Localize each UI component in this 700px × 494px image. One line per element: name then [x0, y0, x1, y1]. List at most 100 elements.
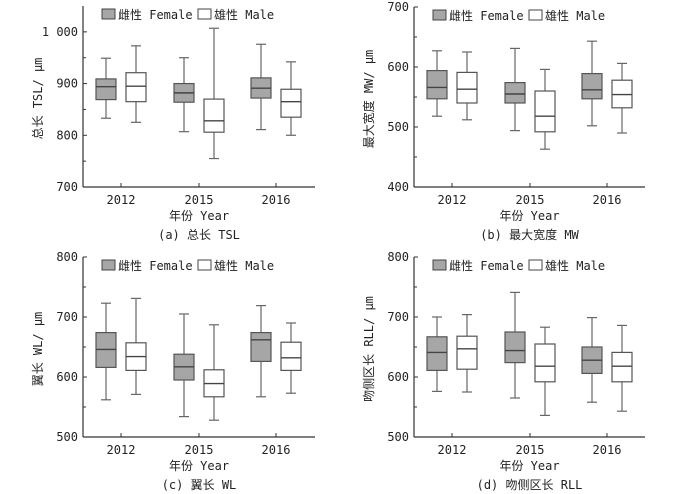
box-female: [95, 57, 117, 119]
x-tick-label: 2016: [593, 443, 622, 457]
box-male: [125, 297, 147, 395]
box-iqr: [534, 90, 556, 133]
legend-label-female: 雌性 Female: [118, 258, 193, 273]
box-iqr: [280, 341, 302, 372]
x-tick-label: 2012: [107, 193, 136, 207]
y-axis-label: 吻侧区长 RLL/ μm: [362, 296, 376, 402]
x-axis-label: 年份 Year: [169, 459, 229, 473]
x-tick-label: 2016: [262, 443, 291, 457]
box-male: [203, 324, 225, 421]
box-iqr: [581, 72, 603, 100]
y-tick-label: 800: [56, 250, 78, 264]
figure-caption: (a) 总长 TSL: [158, 228, 240, 242]
box-iqr: [504, 331, 526, 364]
box-female: [426, 50, 448, 117]
box-male: [280, 322, 302, 394]
y-axis-label: 总长 TSL/ μm: [31, 58, 45, 140]
legend-swatch-male: [197, 259, 212, 271]
x-tick-label: 2012: [438, 193, 467, 207]
figure-caption: (c) 翼长 WL: [162, 478, 237, 492]
y-tick-label: 600: [56, 370, 78, 384]
legend-swatch-female: [432, 259, 447, 271]
legend-label-male: 雄性 Male: [214, 7, 274, 22]
x-tick-label: 2015: [516, 193, 545, 207]
box-female: [95, 302, 117, 401]
x-tick-label: 2012: [438, 443, 467, 457]
y-tick-label: 500: [387, 120, 409, 134]
box-male: [456, 314, 478, 393]
legend-swatch-male: [528, 259, 543, 271]
legend-swatch-male: [197, 8, 212, 20]
box-iqr: [426, 69, 448, 100]
box-female: [581, 317, 603, 403]
x-tick-label: 2015: [516, 443, 545, 457]
box-male: [456, 51, 478, 121]
y-tick-label: 700: [56, 180, 78, 194]
box-iqr: [504, 81, 526, 104]
box-iqr: [95, 78, 117, 101]
y-tick-label: 700: [56, 310, 78, 324]
chart-panel-0: 700 800 900 1 000 2012 2015 2016 雌性 Female 雄性 Ma…: [31, 6, 315, 242]
legend-swatch-male: [528, 9, 543, 21]
x-tick-label: 2012: [107, 443, 136, 457]
chart-panel-2: 500 600 700 800 2012 2015 2016 雌性 Female 雄性 Male…: [31, 250, 315, 492]
legend-label-female: 雌性 Female: [118, 7, 193, 22]
box-female: [250, 305, 272, 398]
box-iqr: [125, 72, 147, 103]
box-male: [125, 45, 147, 123]
box-female: [504, 291, 526, 399]
x-tick-label: 2015: [185, 193, 214, 207]
legend-label-male: 雄性 Male: [545, 8, 605, 23]
y-tick-label: 800: [387, 250, 409, 264]
y-tick-label: 400: [387, 180, 409, 194]
box-iqr: [426, 336, 448, 371]
x-tick-label: 2016: [262, 193, 291, 207]
x-tick-label: 2016: [593, 193, 622, 207]
box-female: [173, 57, 195, 133]
y-tick-label: 1 000: [42, 25, 78, 39]
box-iqr: [203, 98, 225, 133]
box-male: [534, 68, 556, 150]
box-female: [581, 40, 603, 127]
x-axis-label: 年份 Year: [499, 209, 559, 223]
y-tick-label: 500: [387, 430, 409, 444]
y-axis-label: 最大宽度 MW/ μm: [361, 50, 376, 149]
legend-label-female: 雌性 Female: [449, 258, 524, 273]
box-iqr: [280, 88, 302, 118]
box-male: [534, 326, 556, 416]
figure-caption: (b) 最大宽度 MW: [480, 227, 579, 242]
legend-swatch-female: [432, 9, 447, 21]
x-axis-label: 年份 Year: [169, 209, 229, 223]
y-tick-label: 700: [387, 0, 409, 14]
box-male: [280, 61, 302, 136]
legend-label-female: 雌性 Female: [449, 8, 524, 23]
box-female: [426, 316, 448, 392]
chart-panel-3: 500 600 700 800 2012 2015 2016 雌性 Female 雄性 Male…: [362, 250, 645, 492]
box-iqr: [456, 335, 478, 370]
chart-panel-1: 400 500 600 700 2012 2015 2016 雌性 Female 雄性 Male…: [361, 0, 645, 242]
box-female: [250, 43, 272, 131]
legend-label-male: 雄性 Male: [214, 258, 274, 273]
y-tick-label: 800: [56, 128, 78, 142]
y-tick-label: 900: [56, 77, 78, 91]
box-male: [203, 27, 225, 160]
figure-caption: (d) 吻侧区长 RLL: [477, 478, 583, 492]
y-tick-label: 600: [387, 370, 409, 384]
box-female: [173, 313, 195, 418]
box-iqr: [456, 71, 478, 104]
box-male: [611, 324, 633, 412]
x-tick-label: 2015: [185, 443, 214, 457]
y-axis-label: 翼长 WL/ μm: [31, 312, 45, 387]
box-iqr: [534, 343, 556, 383]
y-tick-label: 500: [56, 430, 78, 444]
box-iqr: [611, 351, 633, 383]
y-tick-label: 700: [387, 310, 409, 324]
box-male: [611, 62, 633, 134]
x-axis-label: 年份 Year: [499, 459, 559, 473]
legend-label-male: 雄性 Male: [545, 258, 605, 273]
legend-swatch-female: [101, 259, 116, 271]
y-tick-label: 600: [387, 60, 409, 74]
legend-swatch-female: [101, 8, 116, 20]
box-iqr: [250, 332, 272, 363]
